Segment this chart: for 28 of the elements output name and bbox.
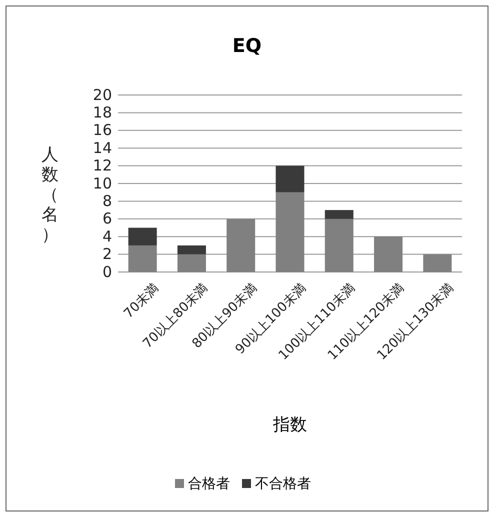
- y-tick-label: 16: [92, 121, 112, 140]
- bar: [128, 228, 157, 246]
- chart-title: EQ: [232, 35, 262, 57]
- y-tick-label: 8: [102, 192, 112, 210]
- y-tick-label: 18: [92, 104, 112, 122]
- y-tick-label: 6: [102, 210, 112, 228]
- bar: [324, 218, 354, 272]
- bar: [226, 218, 256, 272]
- y-tick-label: 20: [92, 86, 112, 104]
- y-tick-label: 4: [102, 227, 112, 246]
- y-axis-title: 人数（名）: [42, 145, 58, 245]
- y-tick-label: 0: [102, 262, 112, 281]
- bar: [276, 192, 304, 272]
- bar: [374, 236, 403, 272]
- x-axis-title: 指数: [272, 415, 307, 435]
- bar: [324, 210, 354, 219]
- legend-label: 不合格者: [255, 476, 311, 492]
- x-tick-label: 70未満: [121, 280, 162, 322]
- y-tick-label: 14: [92, 138, 112, 157]
- y-tick-label: 12: [92, 156, 112, 175]
- bar: [276, 166, 304, 192]
- legend-label: 合格者: [188, 476, 230, 492]
- bar: [177, 254, 206, 272]
- bar: [423, 254, 452, 272]
- y-tick-label: 2: [102, 245, 112, 264]
- bar: [128, 245, 157, 272]
- y-tick-label: 10: [92, 174, 112, 192]
- bar: [177, 245, 206, 254]
